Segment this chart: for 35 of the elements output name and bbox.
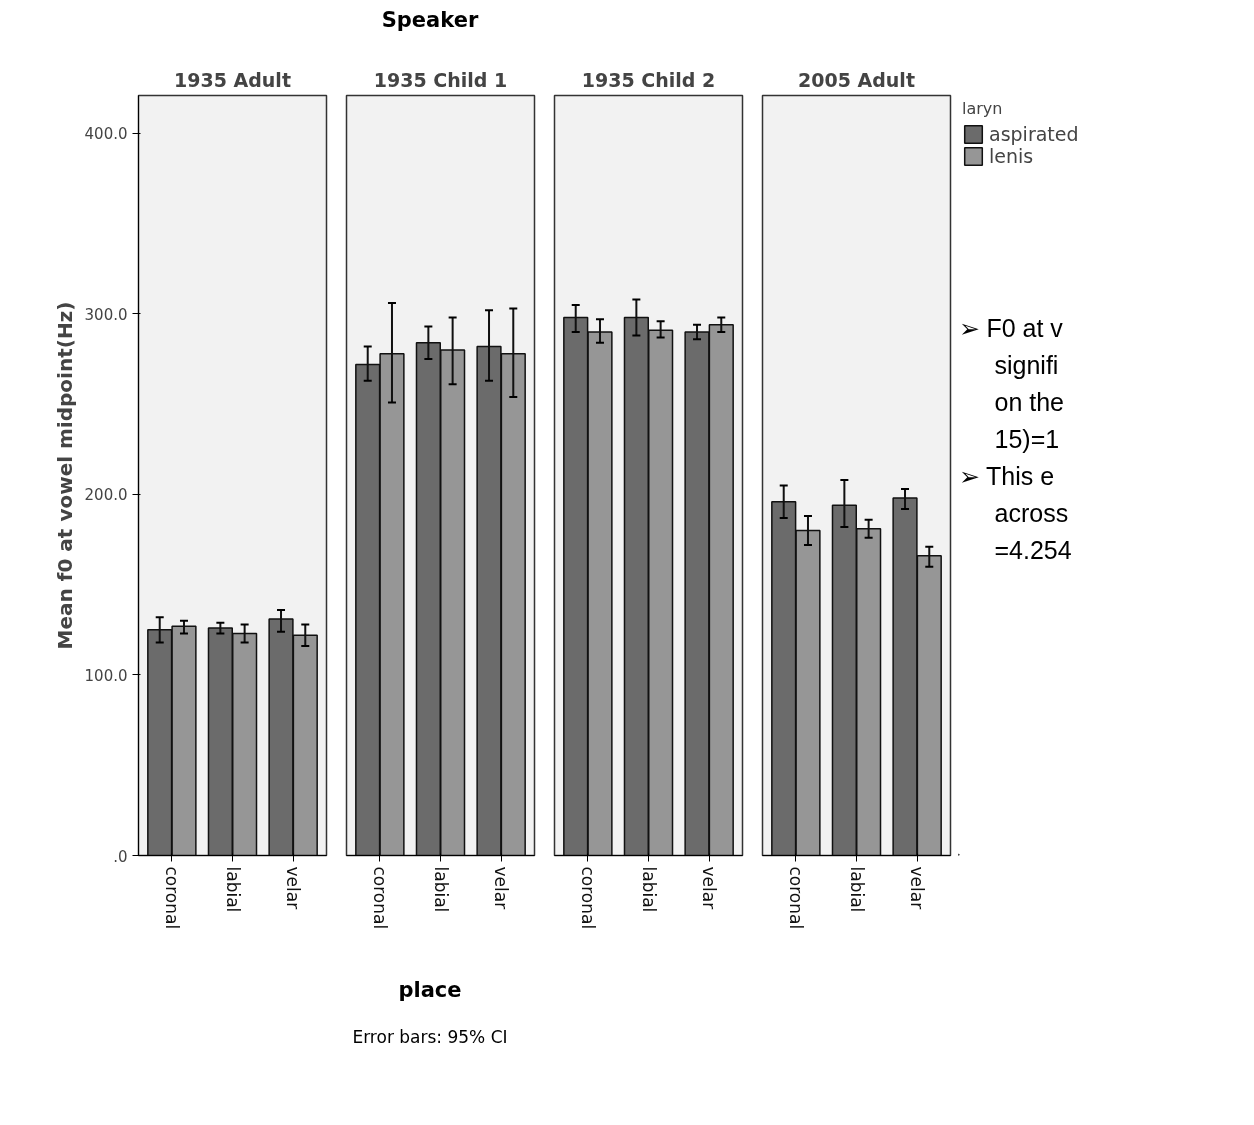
x-tick-label: coronal [785, 866, 806, 930]
x-tick-label: coronal [369, 866, 390, 930]
x-tick-label: labial [222, 866, 243, 913]
x-tick-label: labial [846, 866, 867, 913]
x-tick-label: velar [283, 866, 304, 910]
chart-title: 1935 Child 1 [373, 68, 508, 91]
text: ➢ This e [958, 461, 1055, 490]
y-tick-label: 200.0 [84, 486, 128, 505]
x-tick-label: labial [430, 866, 451, 913]
y-axis-title: Mean f0 at vowel midpoint(Hz) [52, 301, 77, 650]
chart-title: 1935 Adult [174, 68, 291, 91]
legend-label: aspirated [989, 123, 1079, 145]
x-tick-label: coronal [577, 866, 598, 930]
x-tick-label: velar [907, 866, 928, 910]
chart-title: 1935 Child 2 [581, 68, 716, 91]
text: 15)=1 [994, 424, 1060, 453]
x-axis-title: place [398, 977, 462, 1004]
text: Error bars: 95% CI [352, 1026, 508, 1049]
text: ➢ F0 at v [958, 313, 1064, 342]
text: signifi [994, 350, 1059, 379]
chart-title: 2005 Adult [798, 68, 915, 91]
x-tick-label: velar [699, 866, 720, 910]
legend-title: laryn [962, 99, 1004, 118]
x-tick-label: velar [491, 866, 512, 910]
y-tick-label: 300.0 [84, 305, 128, 324]
legend-label: lenis [989, 145, 1034, 167]
x-tick-label: coronal [161, 866, 182, 930]
text: =4.254 [994, 535, 1072, 564]
y-tick-label: .0 [113, 847, 128, 866]
text: across [994, 498, 1069, 527]
x-tick-label: labial [638, 866, 659, 913]
text: on the [994, 387, 1065, 416]
y-tick-label: 100.0 [84, 666, 128, 685]
text: Speaker [381, 7, 479, 34]
y-tick-label: 400.0 [84, 125, 128, 144]
